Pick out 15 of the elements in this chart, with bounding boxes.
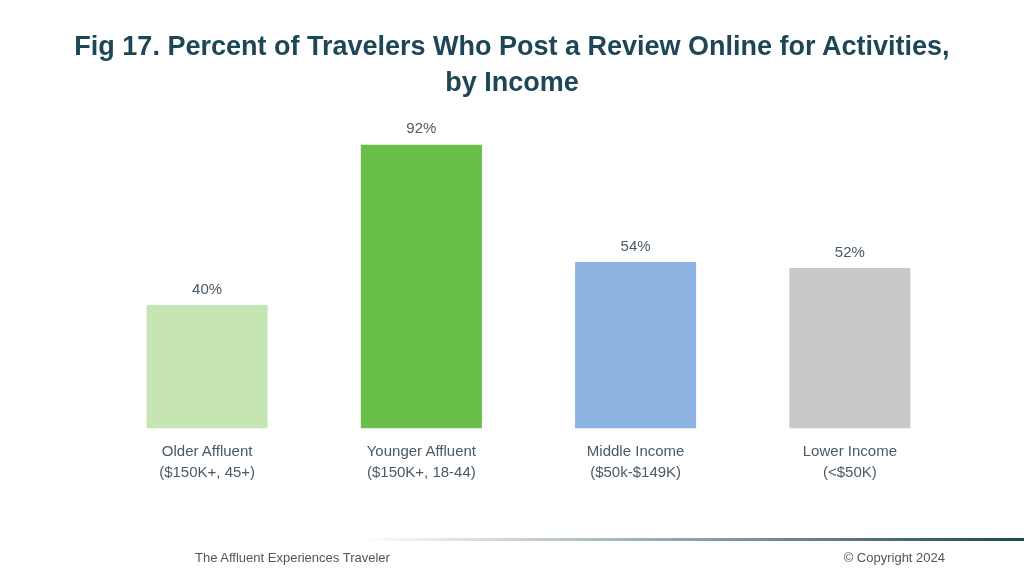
data-label: 40%	[192, 279, 223, 297]
chart-title: Fig 17. Percent of Travelers Who Post a Review Online for Activities, by Income	[73, 30, 951, 99]
x-tick-label: Middle Income ($50k-$149K)	[586, 441, 685, 481]
text: © Copyright 2024	[843, 550, 945, 565]
bar	[575, 261, 697, 429]
bar	[789, 268, 911, 429]
x-tick-label: Younger Affluent ($150K+, 18-44)	[366, 441, 477, 481]
x-tick-label: Older Affluent ($150K+, 45+)	[159, 441, 256, 481]
text: The Affluent Experiences Traveler	[195, 550, 390, 565]
data-label: 52%	[834, 242, 865, 260]
data-label: 54%	[620, 236, 651, 254]
bar	[360, 144, 482, 429]
x-tick-label: Lower Income (<$50K)	[802, 441, 897, 481]
data-label: 92%	[406, 119, 437, 137]
bar	[146, 305, 268, 429]
